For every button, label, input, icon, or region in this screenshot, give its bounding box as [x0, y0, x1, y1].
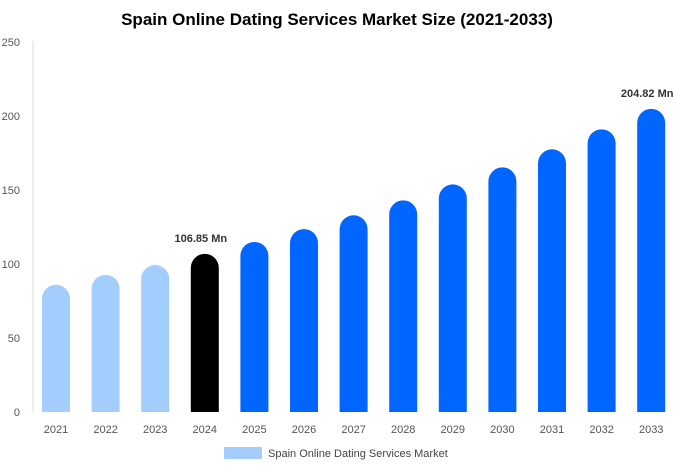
- x-tick-label: 2030: [490, 424, 514, 436]
- data-label-2033: 204.82 Mn: [621, 88, 674, 100]
- x-tick-label: 2023: [143, 424, 167, 436]
- x-tick-label: 2027: [341, 424, 365, 436]
- bar-2030: [488, 167, 517, 412]
- bar-2032: [587, 129, 616, 412]
- bar-2031: [538, 149, 566, 412]
- x-tick-label: 2021: [44, 424, 68, 436]
- x-tick-label: 2031: [540, 424, 564, 436]
- legend-swatch: [224, 447, 262, 459]
- y-tick-label: 0: [14, 407, 20, 419]
- x-tick-label: 2024: [193, 424, 217, 436]
- chart-title: Spain Online Dating Services Market Size…: [121, 10, 553, 29]
- legend-label: Spain Online Dating Services Market: [268, 448, 448, 460]
- x-tick-label: 2029: [441, 424, 465, 436]
- x-tick-label: 2028: [391, 424, 415, 436]
- bar-2025: [240, 241, 269, 412]
- y-tick-label: 250: [2, 37, 20, 49]
- x-tick-label: 2032: [589, 424, 613, 436]
- y-tick-label: 50: [8, 333, 20, 345]
- x-tick-label: 2025: [242, 424, 266, 436]
- bar-2021: [42, 284, 70, 412]
- y-tick-label: 200: [2, 111, 20, 123]
- bar-2027: [339, 215, 368, 412]
- y-tick-label: 100: [2, 259, 20, 271]
- data-label-2024: 106.85 Mn: [175, 233, 228, 245]
- x-tick-label: 2033: [639, 424, 663, 436]
- x-tick-label: 2022: [93, 424, 117, 436]
- bar-2024: [190, 253, 219, 412]
- bar-2026: [290, 229, 318, 412]
- bar-2029: [438, 184, 467, 412]
- legend: Spain Online Dating Services Market: [224, 447, 448, 460]
- bar-2023: [141, 265, 170, 412]
- bar-2022: [91, 274, 120, 412]
- bar-2028: [389, 200, 418, 412]
- x-tick-label: 2026: [292, 424, 316, 436]
- y-tick-label: 150: [2, 185, 20, 197]
- bar-2033: [637, 108, 666, 413]
